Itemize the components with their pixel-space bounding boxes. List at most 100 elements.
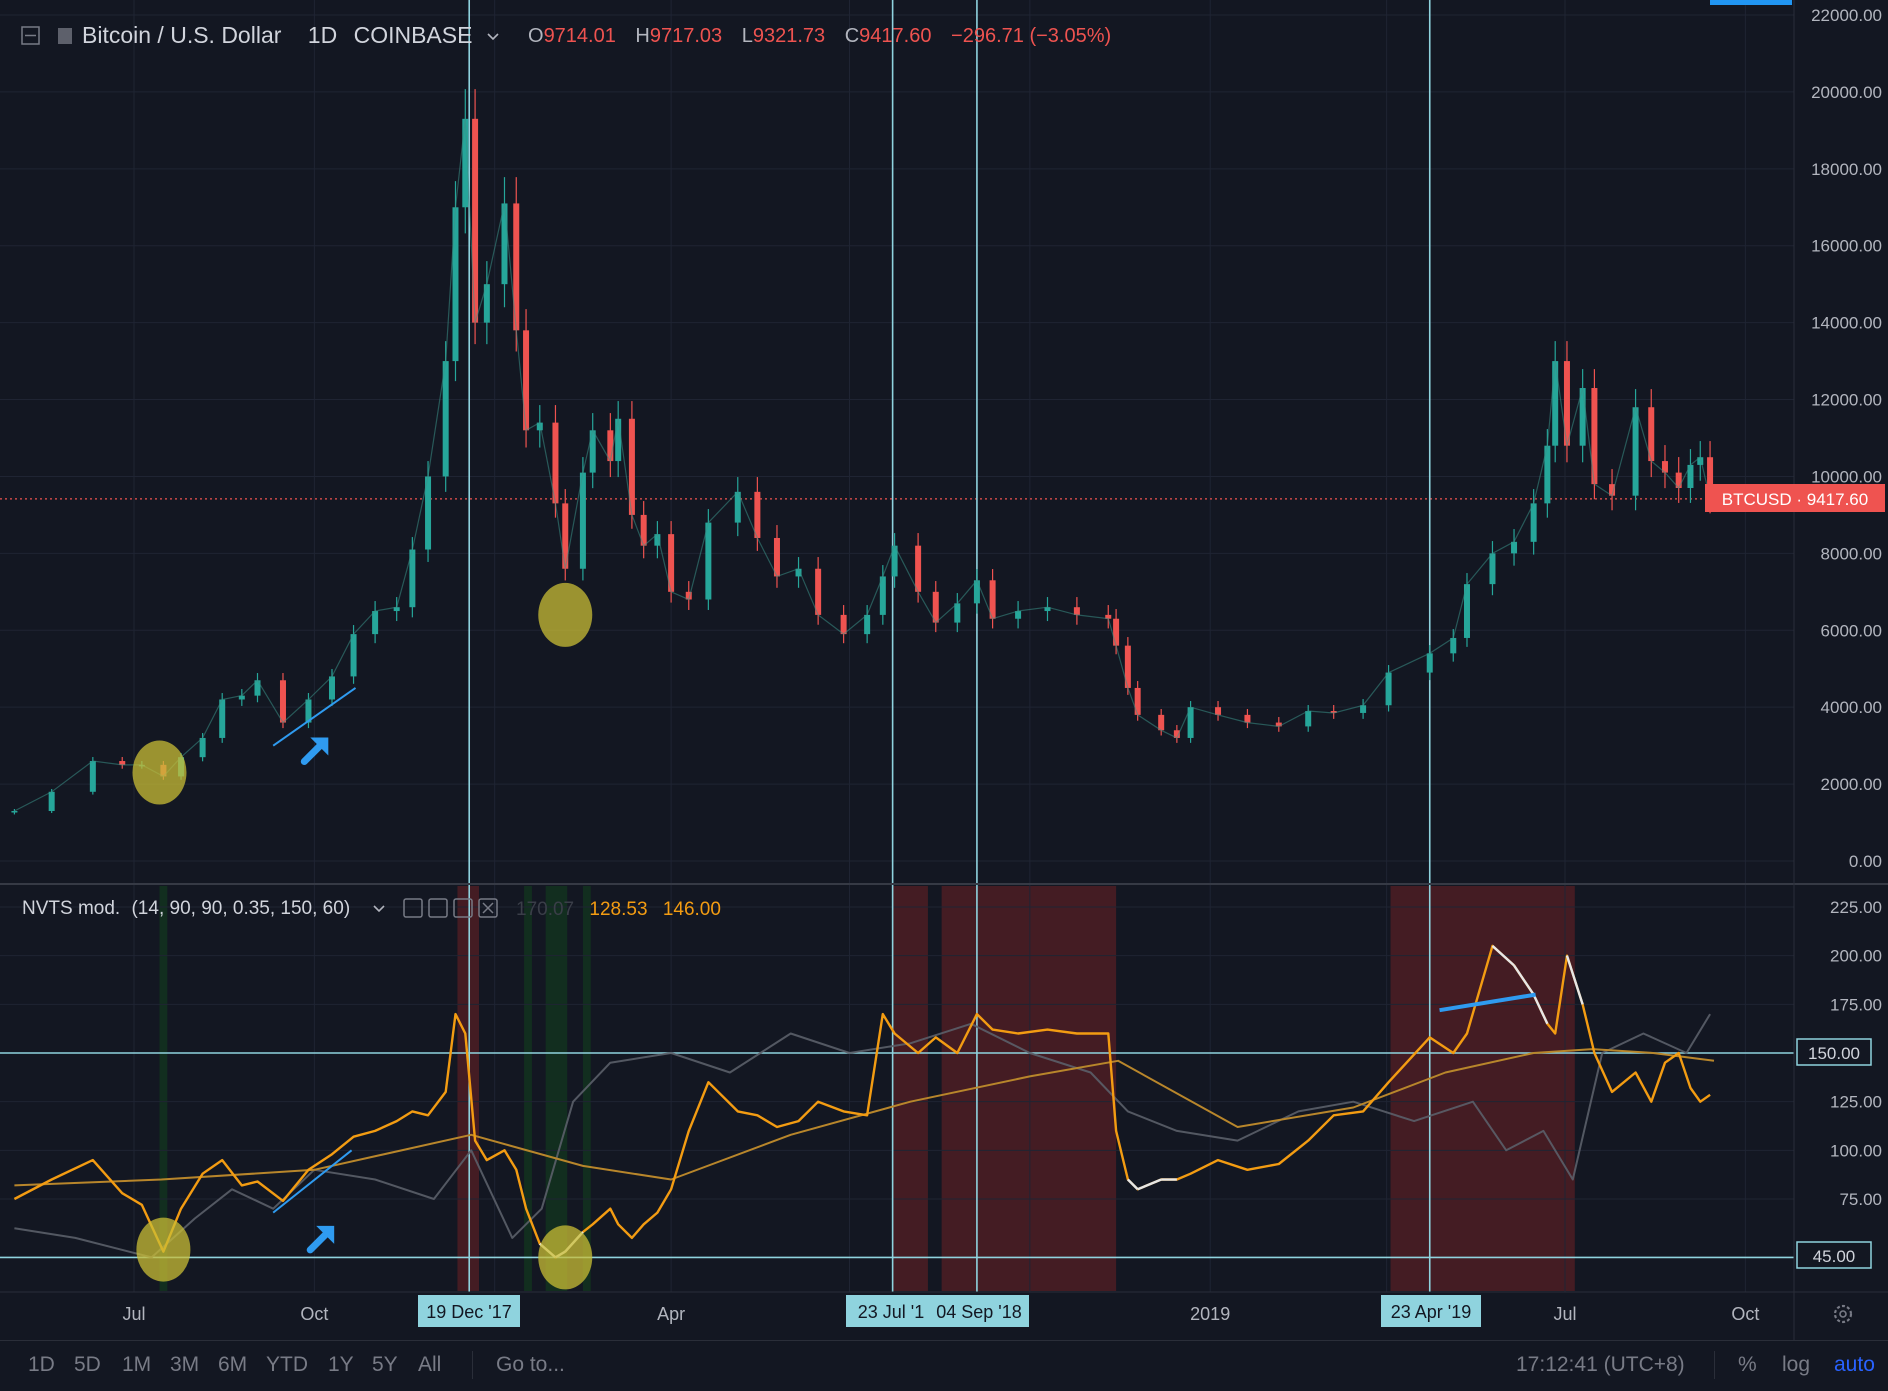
settings-icon[interactable] bbox=[428, 898, 448, 918]
x-tick-label-1: Oct bbox=[300, 1304, 328, 1324]
indicator-value-1: 170.07 bbox=[516, 899, 575, 920]
candle-31 bbox=[589, 413, 596, 489]
range-1d-button[interactable]: 1D bbox=[28, 1353, 55, 1376]
trend-line-ind bbox=[272, 1149, 353, 1214]
candle-86 bbox=[1675, 457, 1682, 503]
nvts-extreme-seg-76 bbox=[1513, 964, 1535, 996]
range-6m-button[interactable]: 6M bbox=[218, 1353, 248, 1376]
candle-19 bbox=[442, 341, 449, 492]
price-tick-label-3: 6000.00 bbox=[1821, 621, 1882, 640]
range-1m-button[interactable]: 1M bbox=[122, 1353, 152, 1376]
candle-88 bbox=[1697, 441, 1704, 481]
high-value: 9717.03 bbox=[649, 25, 723, 47]
candle-82 bbox=[1609, 469, 1616, 511]
log-scale-button[interactable]: log bbox=[1782, 1353, 1811, 1376]
remove-icon[interactable] bbox=[478, 898, 498, 918]
price-candles bbox=[11, 89, 1714, 815]
price-tick-label-4: 8000.00 bbox=[1821, 544, 1882, 563]
candle-24 bbox=[501, 177, 508, 308]
indicator-control-icons bbox=[403, 898, 498, 918]
nvts-extreme-seg-60 bbox=[1127, 1178, 1139, 1191]
candle-74 bbox=[1489, 541, 1496, 596]
x-tick-label-4: Jul bbox=[1553, 1304, 1576, 1324]
candle-56 bbox=[1073, 597, 1080, 625]
vline-tag-dec17: 19 Dec '17 bbox=[418, 1295, 520, 1327]
nvts-extreme-seg-77 bbox=[1532, 994, 1549, 1025]
candle-22 bbox=[472, 89, 479, 345]
nvts-extreme-seg-61 bbox=[1137, 1178, 1162, 1191]
candle-42 bbox=[773, 525, 780, 588]
price-tick-label-6: 12000.00 bbox=[1811, 391, 1882, 410]
candle-67 bbox=[1305, 705, 1312, 732]
price-tick-label-5: 10000.00 bbox=[1811, 467, 1882, 486]
trend-line-price bbox=[272, 687, 357, 747]
scroll-marker bbox=[1710, 0, 1792, 5]
ind-tick-label-6: 225.00 bbox=[1830, 898, 1882, 917]
price-tick-label-2: 4000.00 bbox=[1821, 698, 1882, 717]
collapse-icon[interactable] bbox=[21, 26, 40, 45]
candle-11 bbox=[279, 673, 286, 729]
indicator-name: NVTS mod. bbox=[22, 898, 121, 919]
low-value: 9321.73 bbox=[752, 25, 826, 47]
candle-46 bbox=[864, 605, 871, 644]
vline-tag-sep18-text: 04 Sep '18 bbox=[936, 1302, 1022, 1322]
highlight-circle-0 bbox=[132, 740, 187, 805]
range-all-button[interactable]: All bbox=[418, 1353, 442, 1376]
open-value: 9714.01 bbox=[543, 25, 616, 47]
candle-0 bbox=[11, 809, 18, 815]
vline-tag-dec17-text: 19 Dec '17 bbox=[426, 1302, 512, 1322]
red-zone-3 bbox=[1390, 886, 1575, 1291]
vline-tag-jul18-text: 23 Jul '1 bbox=[858, 1302, 924, 1322]
price-tick-label-0: 0.00 bbox=[1849, 852, 1882, 871]
price-tag: BTCUSD · 9417.60 bbox=[1705, 484, 1885, 512]
goto-date-button[interactable]: Go to... bbox=[496, 1353, 565, 1376]
close-value: 9417.60 bbox=[859, 25, 932, 47]
indicator-chevron-down-icon[interactable] bbox=[373, 905, 385, 913]
percent-scale-button[interactable]: % bbox=[1738, 1353, 1757, 1376]
symbol-marker-icon bbox=[58, 28, 72, 44]
candle-48 bbox=[891, 533, 898, 588]
green-zone-2 bbox=[545, 886, 568, 1291]
arrow-ind-icon bbox=[306, 1225, 335, 1254]
red-zone-0 bbox=[457, 886, 480, 1291]
symbol-legend[interactable]: Bitcoin / U.S. Dollar 1D COINBASE bbox=[82, 22, 478, 49]
price-axis: 0.00 2000.00 4000.00 6000.00 8000.00 10000.00… bbox=[1811, 6, 1882, 1209]
range-5y-button[interactable]: 5Y bbox=[372, 1353, 398, 1376]
green-zone-0 bbox=[159, 886, 168, 1291]
source-code-icon[interactable] bbox=[453, 898, 473, 918]
range-3m-button[interactable]: 3M bbox=[170, 1353, 200, 1376]
grid bbox=[0, 0, 1794, 1292]
exchange-chevron-down-icon[interactable] bbox=[487, 33, 499, 41]
visibility-icon[interactable] bbox=[403, 898, 423, 918]
highlight-circle-1 bbox=[538, 582, 593, 647]
price-tick-label-11: 22000.00 bbox=[1811, 6, 1882, 25]
candle-34 bbox=[628, 401, 635, 529]
candle-37 bbox=[668, 521, 675, 603]
settings-gear-icon[interactable] bbox=[1833, 1304, 1853, 1324]
x-tick-label-5: Oct bbox=[1731, 1304, 1759, 1324]
candle-69 bbox=[1360, 699, 1367, 719]
range-ytd-button[interactable]: YTD bbox=[266, 1353, 308, 1376]
highlight-circle-2 bbox=[136, 1217, 191, 1282]
bottom-toolbar: 1D 5D 1M 3M 6M YTD 1Y 5Y All Go to... 17… bbox=[0, 1340, 1888, 1391]
candle-36 bbox=[654, 521, 661, 559]
range-1y-button[interactable]: 1Y bbox=[328, 1353, 354, 1376]
candle-52 bbox=[973, 569, 980, 614]
range-5d-button[interactable]: 5D bbox=[74, 1353, 101, 1376]
open-label: O bbox=[528, 25, 544, 47]
nvts-extreme-seg-75 bbox=[1491, 945, 1515, 967]
auto-scale-button[interactable]: auto bbox=[1834, 1353, 1875, 1376]
annotations bbox=[132, 582, 1536, 1290]
candle-3 bbox=[119, 757, 126, 769]
interval-label[interactable]: 1D bbox=[307, 22, 338, 48]
indicator-legend[interactable]: NVTS mod. (14, 90, 90, 0.35, 150, 60) bbox=[22, 898, 356, 920]
indicator-value-3: 146.00 bbox=[662, 899, 721, 920]
candle-55 bbox=[1044, 597, 1051, 622]
clock-display[interactable]: 17:12:41 (UTC+8) bbox=[1516, 1353, 1685, 1376]
exchange-label: COINBASE bbox=[353, 22, 473, 48]
candle-2 bbox=[89, 757, 96, 795]
candle-30 bbox=[579, 457, 586, 581]
ind-tick-label-4: 175.00 bbox=[1830, 995, 1882, 1014]
